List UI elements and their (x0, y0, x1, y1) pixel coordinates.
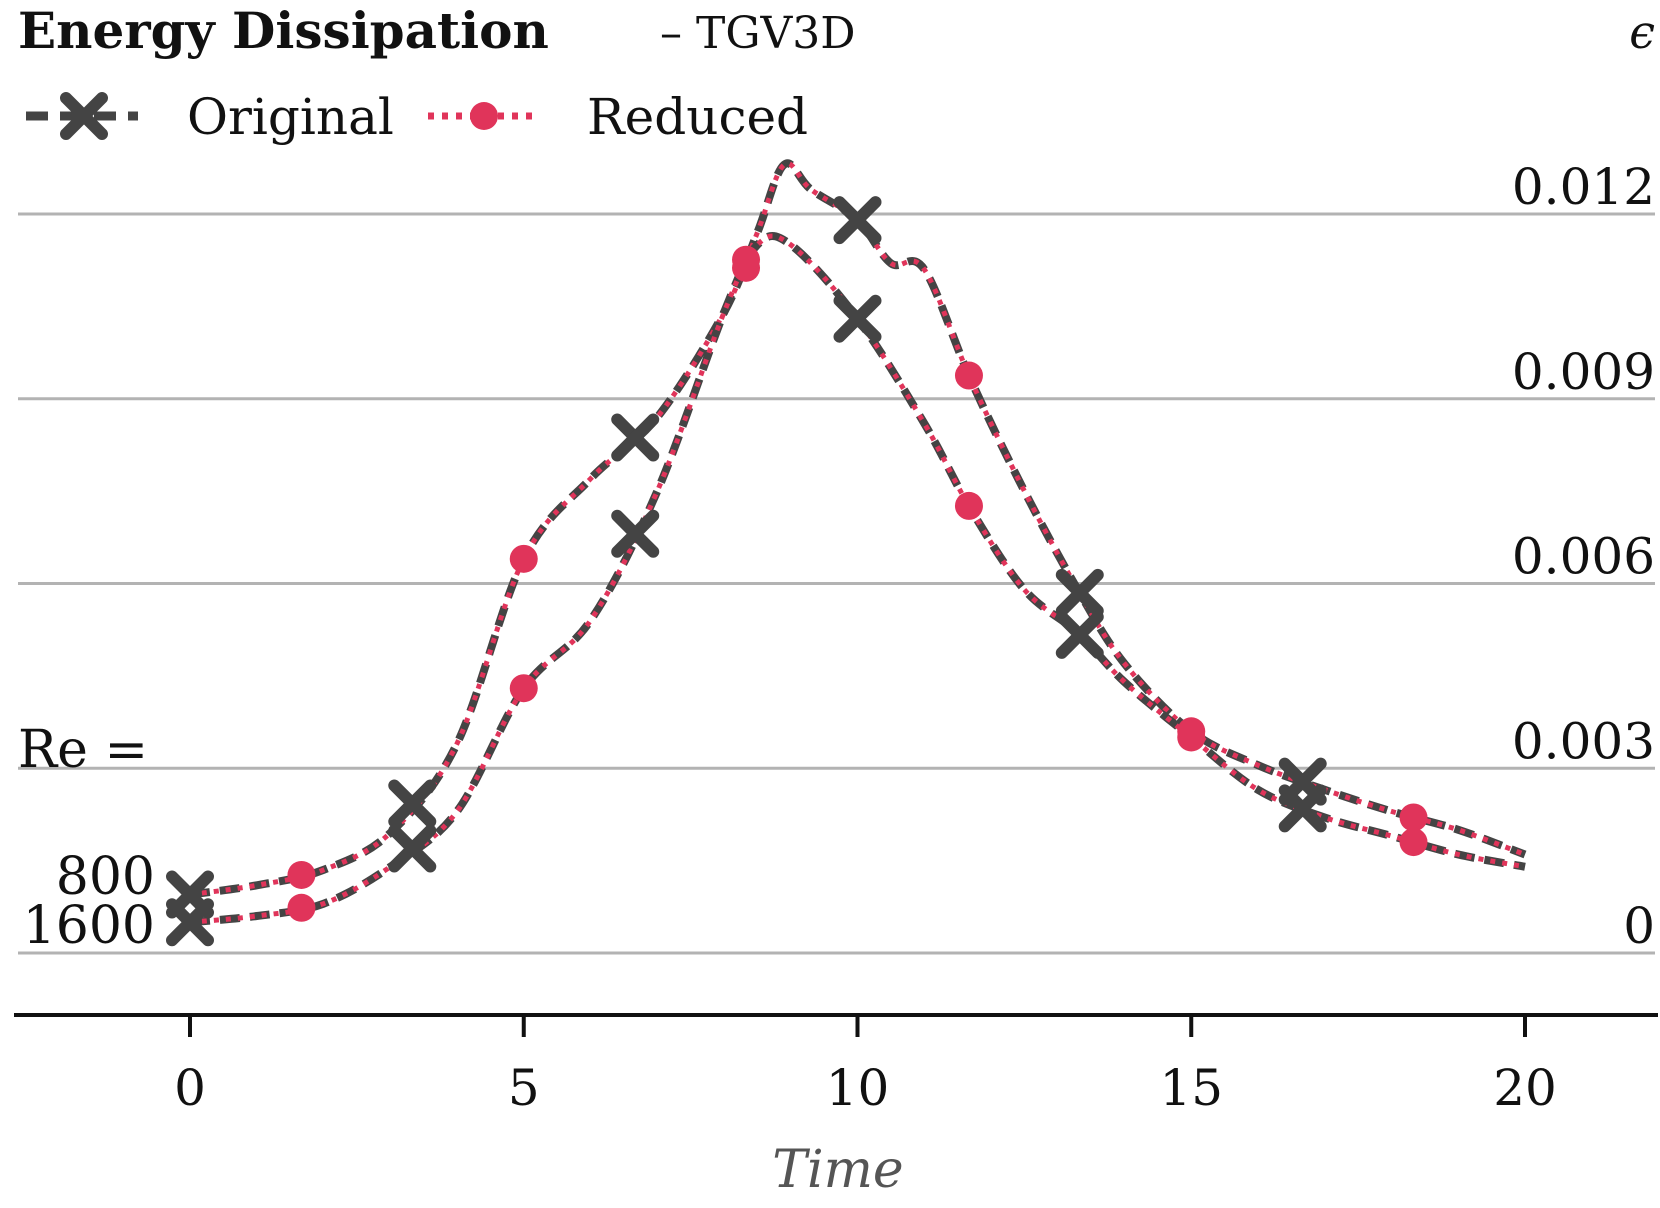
y-tick-label: 0.006 (1512, 528, 1655, 586)
marker-original-x-icon (1278, 784, 1327, 833)
marker-reduced-dot (1399, 828, 1428, 857)
legend: Original Reduced (26, 88, 808, 146)
marker-original-x-icon (611, 509, 660, 558)
y-tick-label: 0.009 (1512, 343, 1655, 401)
marker-original-x-icon (388, 824, 437, 873)
grid-lines (18, 212, 1655, 955)
legend-entry-original: Original (26, 88, 394, 146)
marker-original-x-icon (1055, 610, 1104, 659)
marker-original-x-icon (833, 196, 882, 245)
marker-original-x-icon (166, 898, 214, 947)
x-tick-label: 20 (1493, 1059, 1557, 1117)
marker-reduced-dot (1177, 723, 1206, 752)
x-tick-label: 5 (508, 1059, 540, 1117)
marker-reduced-dot (732, 253, 761, 282)
chart-subtitle: – TGV3D (660, 8, 856, 59)
legend-label-reduced: Reduced (587, 88, 808, 146)
series-lines (189, 159, 1527, 927)
marker-reduced-dot (954, 491, 983, 520)
marker-reduced-dot (287, 860, 316, 889)
x-axis (14, 1013, 1658, 1037)
marker-reduced-dot (509, 544, 538, 573)
data-markers (166, 196, 1428, 947)
marker-reduced-dot (954, 361, 983, 390)
marker-reduced-dot (1399, 803, 1428, 832)
x-tick-label: 10 (826, 1059, 890, 1117)
re-value-label: 1600 (23, 896, 155, 956)
re-value-label: 800 (56, 847, 155, 907)
legend-marker-dot-icon (470, 102, 498, 130)
x-tick-label: 0 (174, 1059, 206, 1117)
legend-marker-x-icon (60, 92, 108, 140)
marker-reduced-dot (509, 674, 538, 703)
marker-original-x-icon (611, 413, 660, 462)
legend-entry-reduced: Reduced (428, 88, 808, 146)
x-tick-label: 15 (1159, 1059, 1223, 1117)
y-tick-label: 0.012 (1512, 158, 1655, 216)
marker-original-x-icon (388, 779, 437, 828)
re-prefix-label: Re = (18, 720, 148, 780)
chart-title: Energy Dissipation (18, 1, 549, 60)
y-tick-label: 0.003 (1512, 712, 1655, 770)
x-axis-title: Time (772, 1140, 903, 1200)
y-tick-label: 0 (1623, 897, 1655, 955)
marker-original-x-icon (1055, 568, 1104, 617)
legend-label-original: Original (187, 88, 394, 146)
y-axis-title: ϵ (1629, 5, 1655, 59)
marker-reduced-dot (287, 893, 316, 922)
series-re-1600 (189, 231, 1526, 927)
text-labels: Energy Dissipation – TGV3D ϵ Time Re = 8… (18, 1, 1655, 1200)
series-line-original (189, 231, 1526, 927)
marker-original-x-icon (833, 294, 882, 343)
